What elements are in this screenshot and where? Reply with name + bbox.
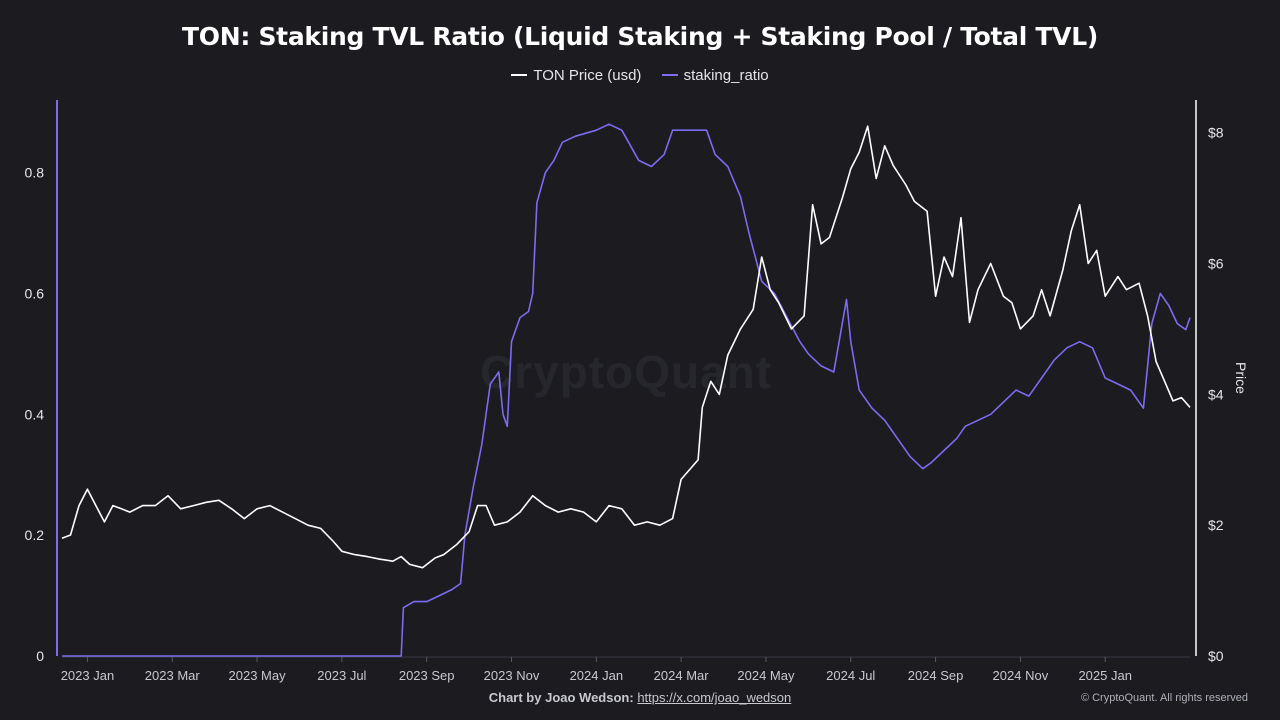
y-left-tick-label: 0.2	[25, 527, 45, 543]
y-left-tick-label: 0.6	[25, 285, 45, 301]
y-right-tick-label: $0	[1208, 648, 1224, 664]
chart-legend: TON Price (usd) staking_ratio	[0, 63, 1280, 84]
x-tick-label: 2024 May	[737, 668, 795, 683]
legend-label-price: TON Price (usd)	[533, 66, 642, 84]
x-tick-label: 2024 Jan	[570, 668, 624, 683]
footer-credit-link[interactable]: https://x.com/joao_wedson	[637, 690, 792, 705]
x-tick-label: 2024 Sep	[908, 668, 964, 683]
footer-credit: Chart by Joao Wedson:	[488, 690, 634, 705]
chart-title: TON: Staking TVL Ratio (Liquid Staking +…	[182, 22, 1098, 51]
x-tick-label: 2024 Nov	[993, 668, 1049, 683]
y-right-tick-label: $2	[1208, 517, 1224, 533]
y-right-tick-label: $8	[1208, 125, 1224, 141]
chart-footer: Chart by Joao Wedson: https://x.com/joao…	[0, 690, 1280, 705]
series-line-staking-ratio	[62, 123, 1191, 657]
legend-swatch-price	[511, 74, 528, 76]
series-line-ton-price	[61, 125, 1191, 569]
y-right-axis-label: Price	[1233, 362, 1249, 394]
x-tick-label: 2024 Mar	[654, 668, 710, 683]
chart-axes: 0 0.2 0.4 0.6 0.8 $0 $2 $4 $6 $8 Price 2023 Jan 2023…	[25, 100, 1249, 683]
legend-swatch-staking-ratio	[661, 74, 678, 76]
y-right-tick-label: $4	[1208, 386, 1224, 402]
watermark: CryptoQuant	[480, 346, 773, 398]
legend-label-staking-ratio: staking_ratio	[683, 66, 769, 84]
y-left-tick-label: 0.4	[25, 406, 45, 422]
legend-item-price[interactable]: TON Price (usd)	[511, 67, 641, 84]
x-tick-label: 2023 May	[229, 668, 287, 683]
series-layer	[61, 123, 1191, 657]
x-tick-label: 2025 Jan	[1078, 668, 1132, 683]
x-tick-label: 2023 Mar	[145, 668, 201, 683]
y-left-tick-label: 0.8	[25, 165, 45, 181]
legend-item-staking-ratio[interactable]: staking_ratio	[661, 66, 769, 84]
copyright-notice: © CryptoQuant. All rights reserved	[1080, 692, 1248, 704]
x-tick-label: 2024 Jul	[826, 668, 875, 683]
y-left-tick-label: 0	[36, 648, 44, 664]
x-tick-label: 2023 Nov	[484, 668, 540, 683]
x-tick-label: 2023 Jul	[317, 668, 366, 683]
x-tick-label: 2023 Jan	[61, 668, 115, 683]
y-right-tick-label: $6	[1208, 256, 1224, 272]
x-tick-label: 2023 Sep	[399, 668, 455, 683]
